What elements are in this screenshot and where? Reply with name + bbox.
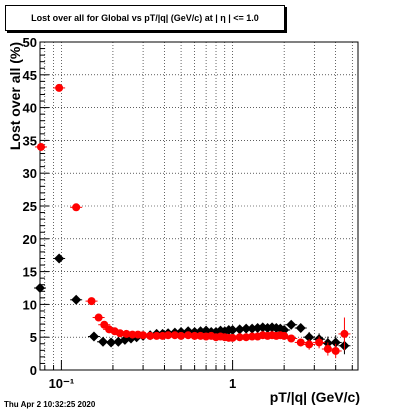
series-red — [34, 83, 351, 359]
data-point — [88, 331, 99, 342]
data-point — [54, 253, 65, 264]
data-point — [331, 346, 340, 355]
x-axis-label: pT/|q| (GeV/c) — [270, 389, 360, 405]
data-point — [242, 333, 251, 342]
x-tick-label: 10⁻¹ — [49, 376, 75, 391]
data-point — [235, 333, 244, 342]
data-point — [139, 331, 148, 340]
data-point — [55, 83, 64, 92]
data-point — [227, 324, 238, 335]
data-point — [87, 297, 96, 306]
data-point — [177, 331, 186, 340]
y-tick-label: 5 — [30, 330, 37, 345]
data-point — [94, 313, 103, 322]
y-tick-label: 0 — [30, 363, 37, 378]
y-tick-label: 15 — [23, 265, 37, 280]
data-point — [280, 331, 289, 340]
y-tick-label: 35 — [23, 133, 37, 148]
data-point — [116, 329, 125, 338]
data-point — [164, 331, 173, 340]
data-point — [234, 324, 245, 335]
data-point — [106, 337, 117, 348]
data-point — [146, 331, 155, 340]
y-tick-label: 40 — [23, 101, 37, 116]
data-point — [228, 333, 237, 342]
data-point — [315, 338, 324, 347]
data-point — [71, 294, 82, 305]
data-point — [295, 323, 306, 334]
data-point — [286, 319, 297, 330]
x-tick-label: 1 — [229, 376, 236, 391]
data-point — [122, 329, 131, 338]
ticks: 0 5 10 15 20 25 30 35 40 45 50 10⁻¹ 1 — [23, 35, 353, 391]
timestamp-footer: Thu Apr 2 10:32:25 2020 — [4, 400, 96, 409]
data-point — [330, 337, 341, 348]
data-point — [296, 338, 305, 347]
data-point — [36, 142, 45, 151]
data-point — [35, 283, 45, 293]
y-tick-label: 25 — [23, 199, 37, 214]
y-tick-label: 10 — [23, 297, 37, 312]
data-point — [170, 331, 179, 340]
data-point — [184, 331, 193, 340]
data-point — [98, 336, 109, 347]
data-point — [305, 340, 314, 349]
y-axis-label: Lost over all (%) — [7, 42, 23, 150]
data-point — [72, 203, 81, 212]
y-tick-label: 20 — [23, 232, 37, 247]
series-layer — [34, 83, 351, 359]
data-point — [287, 334, 296, 343]
y-tick-label: 45 — [23, 68, 37, 83]
y-tick-label: 30 — [23, 166, 37, 181]
data-point — [304, 332, 315, 343]
data-point — [340, 329, 349, 338]
y-tick-label: 50 — [23, 35, 37, 50]
data-point — [323, 345, 332, 354]
chart-title: Lost over all for Global vs pT/|q| (GeV/… — [5, 5, 285, 31]
